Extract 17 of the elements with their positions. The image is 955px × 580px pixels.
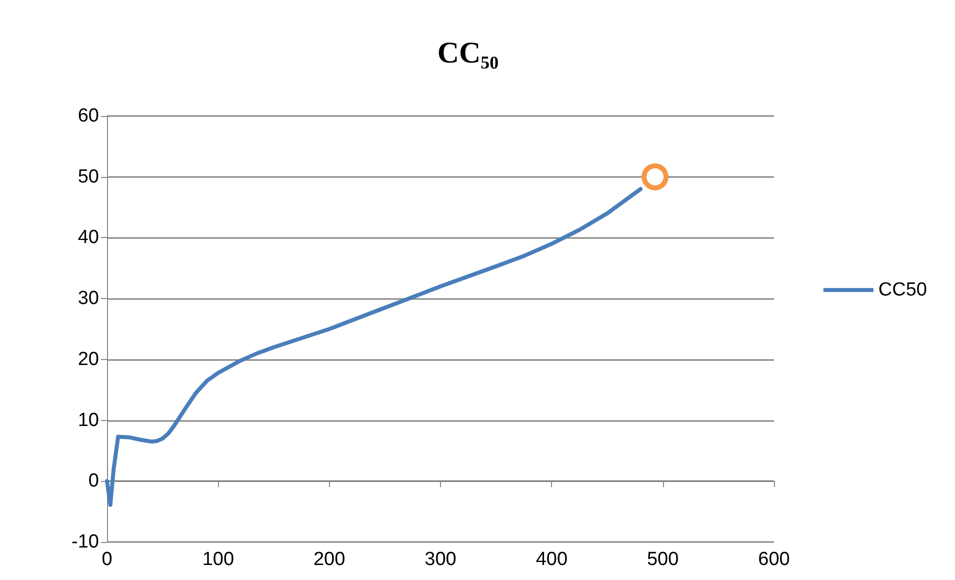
x-tick-label: 0: [102, 549, 112, 570]
x-tick-label: 300: [424, 549, 456, 570]
y-tick-label: 10: [78, 410, 99, 431]
y-tick-label: 50: [78, 166, 99, 188]
legend-label: CC50: [878, 280, 927, 300]
y-tick-label: -10: [72, 532, 99, 552]
x-tick-label: 500: [646, 549, 679, 570]
y-tick-label: 20: [78, 348, 99, 370]
chart-title: CC₅₀: [437, 36, 499, 70]
x-tick-label: 100: [202, 549, 234, 570]
y-tick-label: 30: [78, 288, 99, 310]
x-tick-label: 400: [536, 549, 568, 570]
x-tick-label: 200: [313, 549, 346, 570]
y-tick-label: 0: [88, 470, 99, 492]
x-tick-label: 600: [758, 549, 790, 570]
y-tick-label: 40: [78, 227, 99, 248]
y-tick-label: 60: [78, 106, 99, 126]
